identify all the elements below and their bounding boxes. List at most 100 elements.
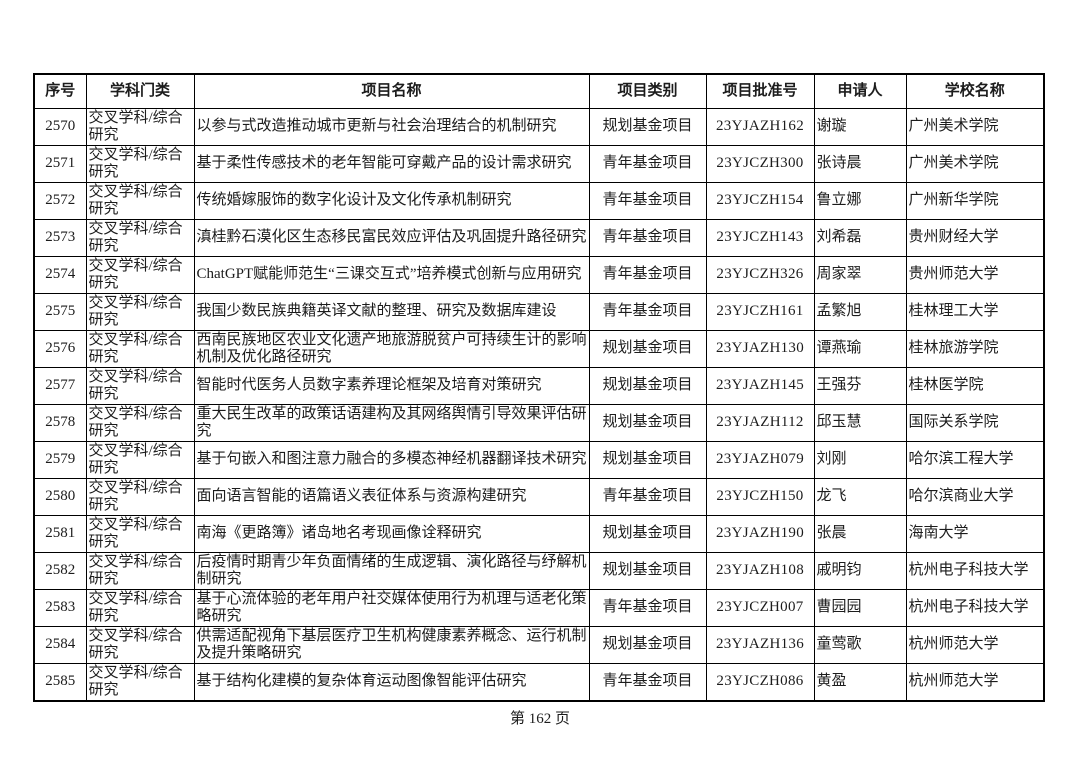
cell-school-name: 广州美术学院 [905,107,1045,146]
table-row: 2580 交叉学科/综合研究 面向语言智能的语篇语义表征体系与资源构建研究 青年… [33,477,1045,516]
cell-grant-number: 23YJAZH079 [705,440,815,479]
cell-serial-number: 2577 [33,366,87,405]
cell-serial-number: 2574 [33,255,87,294]
cell-discipline: 交叉学科/综合研究 [85,107,195,146]
table-row: 2585 交叉学科/综合研究 基于结构化建模的复杂体育运动图像智能评估研究 青年… [33,662,1045,701]
cell-project-name: 后疫情时期青少年负面情绪的生成逻辑、演化路径与纾解机制研究 [193,551,590,590]
column-header-serial-number: 序号 [33,73,87,109]
cell-grant-number: 23YJAZH136 [705,625,815,664]
cell-discipline: 交叉学科/综合研究 [85,292,195,331]
cell-project-name: 滇桂黔石漠化区生态移民富民效应评估及巩固提升路径研究 [193,218,590,257]
cell-discipline: 交叉学科/综合研究 [85,477,195,516]
cell-applicant: 孟繁旭 [813,292,907,331]
column-header-discipline: 学科门类 [85,73,195,109]
cell-grant-number: 23YJAZH112 [705,403,815,442]
table-row: 2573 交叉学科/综合研究 滇桂黔石漠化区生态移民富民效应评估及巩固提升路径研… [33,218,1045,257]
column-header-project-name: 项目名称 [193,73,590,109]
cell-grant-number: 23YJCZH143 [705,218,815,257]
cell-grant-number: 23YJAZH145 [705,366,815,405]
table-row: 2582 交叉学科/综合研究 后疫情时期青少年负面情绪的生成逻辑、演化路径与纾解… [33,551,1045,590]
cell-discipline: 交叉学科/综合研究 [85,366,195,405]
table-row: 2583 交叉学科/综合研究 基于心流体验的老年用户社交媒体使用行为机理与适老化… [33,588,1045,627]
cell-project-name: 重大民生改革的政策话语建构及其网络舆情引导效果评估研究 [193,403,590,442]
table-header-row: 序号 学科门类 项目名称 项目类别 项目批准号 申请人 学校名称 [33,73,1045,109]
cell-school-name: 桂林理工大学 [905,292,1045,331]
cell-applicant: 张诗晨 [813,144,907,183]
cell-serial-number: 2571 [33,144,87,183]
cell-school-name: 杭州电子科技大学 [905,588,1045,627]
cell-grant-number: 23YJCZH326 [705,255,815,294]
cell-applicant: 谢璇 [813,107,907,146]
cell-applicant: 周家翠 [813,255,907,294]
table-row: 2576 交叉学科/综合研究 西南民族地区农业文化遗产地旅游脱贫户可持续生计的影… [33,329,1045,368]
cell-project-category: 规划基金项目 [588,625,707,664]
table-row: 2577 交叉学科/综合研究 智能时代医务人员数字素养理论框架及培育对策研究 规… [33,366,1045,405]
cell-grant-number: 23YJAZH130 [705,329,815,368]
cell-discipline: 交叉学科/综合研究 [85,329,195,368]
cell-project-category: 青年基金项目 [588,477,707,516]
cell-serial-number: 2583 [33,588,87,627]
cell-grant-number: 23YJCZH300 [705,144,815,183]
cell-grant-number: 23YJAZH162 [705,107,815,146]
cell-grant-number: 23YJCZH154 [705,181,815,220]
cell-grant-number: 23YJCZH007 [705,588,815,627]
page-number: 第 162 页 [509,711,570,727]
cell-project-name: 基于心流体验的老年用户社交媒体使用行为机理与适老化策略研究 [193,588,590,627]
cell-serial-number: 2585 [33,662,87,701]
cell-project-category: 规划基金项目 [588,107,707,146]
table-row: 2572 交叉学科/综合研究 传统婚嫁服饰的数字化设计及文化传承机制研究 青年基… [33,181,1045,220]
cell-applicant: 曹园园 [813,588,907,627]
cell-discipline: 交叉学科/综合研究 [85,514,195,553]
cell-school-name: 哈尔滨商业大学 [905,477,1045,516]
table-row: 2584 交叉学科/综合研究 供需适配视角下基层医疗卫生机构健康素养概念、运行机… [33,625,1045,664]
cell-serial-number: 2580 [33,477,87,516]
cell-school-name: 哈尔滨工程大学 [905,440,1045,479]
cell-grant-number: 23YJCZH150 [705,477,815,516]
cell-discipline: 交叉学科/综合研究 [85,181,195,220]
cell-applicant: 戚明钧 [813,551,907,590]
cell-grant-number: 23YJCZH161 [705,292,815,331]
cell-school-name: 杭州师范大学 [905,625,1045,664]
table-body: 2570 交叉学科/综合研究 以参与式改造推动城市更新与社会治理结合的机制研究 … [33,107,1045,701]
cell-discipline: 交叉学科/综合研究 [85,662,195,701]
cell-project-category: 规划基金项目 [588,551,707,590]
table-row: 2574 交叉学科/综合研究 ChatGPT赋能师范生“三课交互式”培养模式创新… [33,255,1045,294]
cell-project-category: 规划基金项目 [588,329,707,368]
cell-discipline: 交叉学科/综合研究 [85,551,195,590]
table-row: 2579 交叉学科/综合研究 基于句嵌入和图注意力融合的多模态神经机器翻译技术研… [33,440,1045,479]
cell-project-name: 传统婚嫁服饰的数字化设计及文化传承机制研究 [193,181,590,220]
column-header-school-name: 学校名称 [905,73,1045,109]
cell-serial-number: 2581 [33,514,87,553]
cell-serial-number: 2584 [33,625,87,664]
cell-project-category: 青年基金项目 [588,255,707,294]
cell-school-name: 广州新华学院 [905,181,1045,220]
cell-discipline: 交叉学科/综合研究 [85,588,195,627]
cell-project-name: 基于柔性传感技术的老年智能可穿戴产品的设计需求研究 [193,144,590,183]
cell-project-name: 基于结构化建模的复杂体育运动图像智能评估研究 [193,662,590,701]
cell-school-name: 杭州电子科技大学 [905,551,1045,590]
column-header-project-category: 项目类别 [588,73,707,109]
cell-discipline: 交叉学科/综合研究 [85,403,195,442]
cell-serial-number: 2578 [33,403,87,442]
cell-serial-number: 2572 [33,181,87,220]
cell-discipline: 交叉学科/综合研究 [85,440,195,479]
table-row: 2578 交叉学科/综合研究 重大民生改革的政策话语建构及其网络舆情引导效果评估… [33,403,1045,442]
cell-applicant: 刘刚 [813,440,907,479]
cell-serial-number: 2573 [33,218,87,257]
cell-applicant: 龙飞 [813,477,907,516]
cell-project-name: 供需适配视角下基层医疗卫生机构健康素养概念、运行机制及提升策略研究 [193,625,590,664]
cell-grant-number: 23YJCZH086 [705,662,815,701]
cell-applicant: 邱玉慧 [813,403,907,442]
cell-discipline: 交叉学科/综合研究 [85,218,195,257]
cell-serial-number: 2576 [33,329,87,368]
cell-project-name: 以参与式改造推动城市更新与社会治理结合的机制研究 [193,107,590,146]
cell-applicant: 童莺歌 [813,625,907,664]
cell-project-category: 规划基金项目 [588,403,707,442]
cell-discipline: 交叉学科/综合研究 [85,625,195,664]
cell-serial-number: 2575 [33,292,87,331]
cell-project-category: 青年基金项目 [588,662,707,701]
cell-school-name: 杭州师范大学 [905,662,1045,701]
column-header-grant-number: 项目批准号 [705,73,815,109]
cell-project-category: 规划基金项目 [588,366,707,405]
cell-project-name: 我国少数民族典籍英译文献的整理、研究及数据库建设 [193,292,590,331]
